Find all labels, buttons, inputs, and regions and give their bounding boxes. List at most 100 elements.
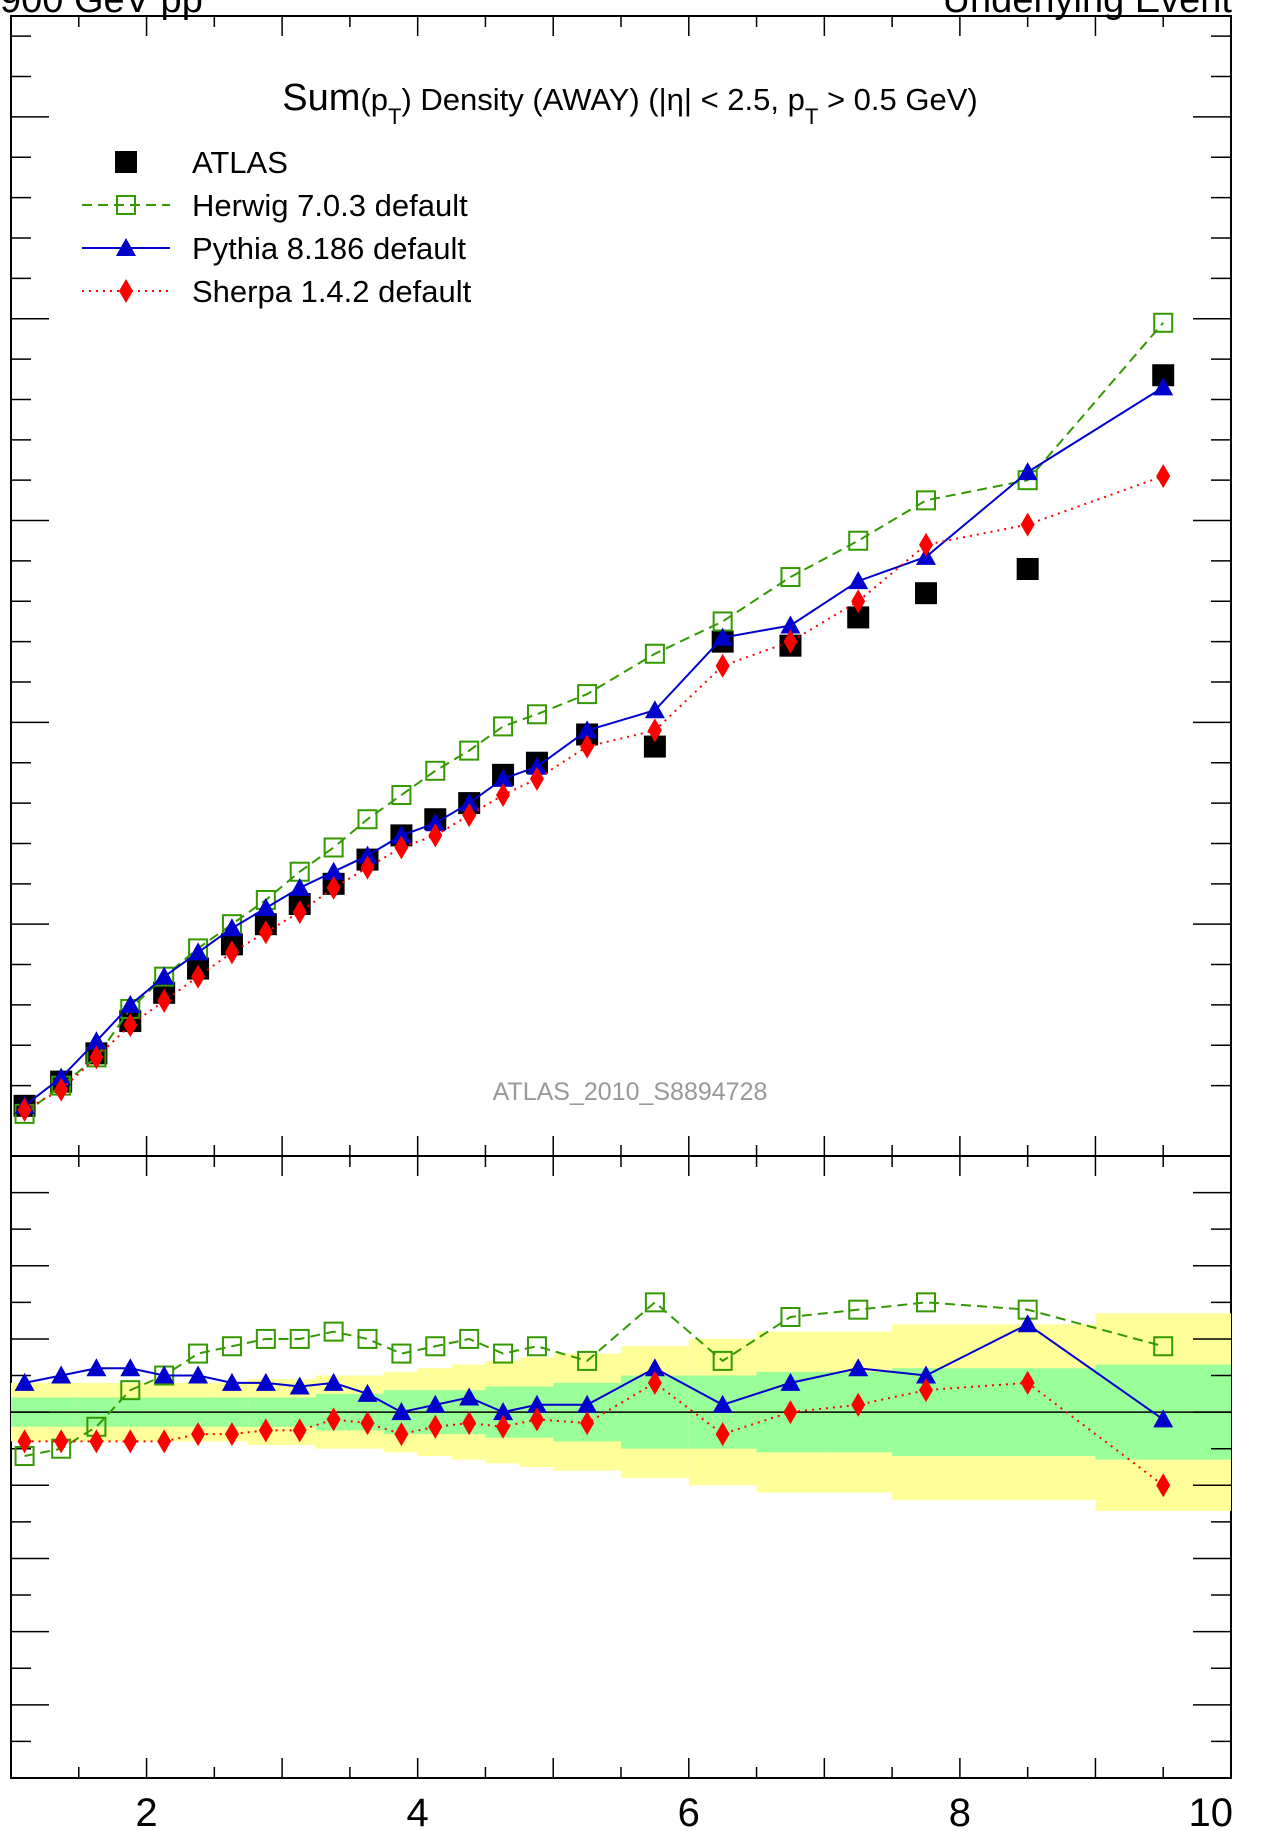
sherpa-1-4-2-default-ratio-point bbox=[54, 1429, 69, 1454]
herwig-7-0-3-default-ratio-point bbox=[644, 1292, 665, 1313]
pythia-8-186-default-ratio-point bbox=[14, 1372, 35, 1391]
pythia-8-186-default-point bbox=[780, 615, 801, 634]
pythia-8-186-default-ratio-point bbox=[916, 1365, 936, 1384]
pythia-8-186-default-point bbox=[221, 918, 242, 937]
atlas-point bbox=[643, 735, 666, 758]
herwig-7-0-3-default-ratio-point bbox=[357, 1328, 378, 1349]
pythia-8-186-default-ratio-point bbox=[644, 1358, 665, 1377]
pythia-8-186-default-point bbox=[425, 813, 446, 832]
pythia-8-186-default-ratio-point bbox=[391, 1402, 412, 1421]
herwig-7-0-3-default-point bbox=[780, 567, 801, 588]
sherpa-1-4-2-default-ratio-point bbox=[292, 1418, 307, 1443]
pythia-8-186-default-ratio-point bbox=[459, 1387, 480, 1406]
sherpa-1-4-2-default-point bbox=[1020, 512, 1035, 537]
herwig-7-0-3-default-point bbox=[323, 837, 344, 858]
herwig-7-0-3-default-ratio-point bbox=[780, 1306, 801, 1327]
sherpa-1-4-2-default-point bbox=[851, 589, 866, 614]
pythia-8-186-default-point bbox=[188, 942, 209, 961]
pythia-8-186-default-point bbox=[51, 1067, 72, 1086]
herwig-7-0-3-default-point bbox=[459, 740, 480, 761]
herwig-7-0-3-default-point bbox=[1153, 312, 1174, 333]
sherpa-1-4-2-default-point bbox=[1156, 464, 1171, 489]
sherpa-1-4-2-default-point bbox=[157, 988, 172, 1013]
herwig-7-0-3-default-ratio-point bbox=[391, 1343, 412, 1364]
pythia-8-186-default-ratio-point bbox=[425, 1394, 446, 1413]
herwig-7-0-3-default-ratio-point bbox=[188, 1343, 209, 1364]
ratio-panel-ticks bbox=[10, 1156, 1232, 1778]
sherpa-1-4-2-default-ratio-point bbox=[191, 1422, 206, 1447]
pythia-8-186-default-point bbox=[1017, 462, 1038, 481]
pythia-8-186-default-ratio-point bbox=[86, 1358, 107, 1377]
herwig-7-0-3-default-point bbox=[493, 716, 514, 737]
main-panel-frame bbox=[10, 15, 1232, 1157]
sherpa-1-4-2-default-ratio-point bbox=[394, 1422, 409, 1447]
pythia-8-186-default-ratio-point bbox=[1153, 1409, 1174, 1428]
pythia-8-186-default-ratio-point bbox=[357, 1383, 378, 1402]
herwig-7-0-3-default-ratio-point bbox=[526, 1336, 547, 1357]
pythia-8-186-default-point bbox=[154, 966, 175, 985]
herwig-7-0-3-default-ratio-point bbox=[493, 1343, 514, 1364]
sherpa-1-4-2-default-ratio-point bbox=[1020, 1370, 1035, 1395]
herwig-7-0-3-default-ratio-point bbox=[577, 1350, 598, 1371]
herwig-7-0-3-default-point bbox=[357, 809, 378, 830]
herwig-7-0-3-default-ratio-point bbox=[221, 1336, 242, 1357]
sherpa-1-4-2-default-line bbox=[24, 475, 1164, 1111]
pythia-8-186-default-point bbox=[391, 825, 412, 844]
pythia-8-186-default-point bbox=[323, 861, 344, 880]
sherpa-1-4-2-default-ratio-point bbox=[647, 1370, 662, 1395]
pythia-8-186-default-point bbox=[577, 720, 598, 739]
header-left-label: 900 GeV pp bbox=[0, 0, 203, 21]
herwig-7-0-3-default-point bbox=[848, 530, 869, 551]
pythia-8-186-default-ratio-point bbox=[289, 1376, 310, 1395]
herwig-7-0-3-default-ratio-point bbox=[1153, 1336, 1174, 1357]
pythia-8-186-default-ratio-point bbox=[221, 1372, 242, 1391]
herwig-7-0-3-default-ratio-line bbox=[24, 1301, 1164, 1458]
herwig-7-0-3-default-point bbox=[526, 704, 547, 725]
herwig-7-0-3-default-point bbox=[425, 760, 446, 781]
sherpa-1-4-2-default-point bbox=[919, 532, 933, 557]
chart-title-part2: ) Density (AWAY) (|η| < 2.5, p bbox=[401, 82, 804, 117]
ratio-series bbox=[14, 1292, 1174, 1498]
sherpa-1-4-2-default-ratio-point bbox=[89, 1429, 104, 1454]
sherpa-1-4-2-default-point bbox=[224, 940, 239, 965]
pythia-8-186-default-ratio-point bbox=[712, 1394, 733, 1413]
legend-marker-herwig-7-0-3-default bbox=[116, 195, 136, 215]
sherpa-1-4-2-default-ratio-point bbox=[462, 1411, 477, 1436]
herwig-7-0-3-default-ratio-point bbox=[323, 1321, 344, 1342]
sherpa-1-4-2-default-point bbox=[191, 964, 206, 989]
sherpa-1-4-2-default-point bbox=[123, 1013, 138, 1038]
pythia-8-186-default-ratio-point bbox=[323, 1372, 344, 1391]
herwig-7-0-3-default-ratio-point bbox=[848, 1299, 869, 1320]
herwig-7-0-3-default-ratio-point bbox=[425, 1336, 446, 1357]
sherpa-1-4-2-default-ratio-point bbox=[258, 1418, 273, 1443]
sherpa-1-4-2-default-point bbox=[715, 653, 730, 678]
chart-title-sub2: T bbox=[805, 104, 818, 129]
legend: ATLAS Herwig 7.0.3 default Pythia 8.186 de… bbox=[82, 145, 472, 309]
header-right-label: Underlying Event bbox=[943, 0, 1233, 21]
herwig-7-0-3-default-point bbox=[391, 785, 412, 806]
sherpa-1-4-2-default-point bbox=[496, 783, 511, 808]
sherpa-1-4-2-default-ratio-point bbox=[123, 1429, 138, 1454]
legend-marker-atlas bbox=[115, 151, 137, 173]
pythia-8-186-default-ratio-point bbox=[526, 1394, 547, 1413]
pythia-8-186-default-ratio-line bbox=[24, 1323, 1164, 1421]
sherpa-1-4-2-default-ratio-point bbox=[17, 1429, 32, 1454]
sherpa-1-4-2-default-ratio-point bbox=[1156, 1473, 1171, 1498]
sherpa-1-4-2-default-point bbox=[360, 855, 375, 880]
legend-label-sherpa-1-4-2-default: Sherpa 1.4.2 default bbox=[192, 274, 472, 309]
legend-label-pythia-8-186-default: Pythia 8.186 default bbox=[192, 231, 466, 266]
pythia-8-186-default-ratio-point bbox=[188, 1365, 209, 1384]
herwig-7-0-3-default-ratio-point bbox=[120, 1380, 141, 1401]
sherpa-1-4-2-default-point bbox=[394, 835, 409, 860]
x-tick-label: 8 bbox=[949, 1791, 971, 1831]
sherpa-1-4-2-default-ratio-point bbox=[919, 1378, 933, 1403]
sherpa-1-4-2-default-point bbox=[428, 823, 443, 848]
herwig-7-0-3-default-point bbox=[577, 684, 598, 705]
pythia-8-186-default-ratio-point bbox=[780, 1372, 801, 1391]
x-tick-label: 10 bbox=[1189, 1791, 1234, 1831]
pythia-8-186-default-point bbox=[848, 571, 869, 590]
sherpa-1-4-2-default-point bbox=[580, 734, 595, 759]
sherpa-1-4-2-default-ratio-point bbox=[428, 1414, 443, 1439]
sherpa-1-4-2-default-point bbox=[292, 900, 307, 925]
